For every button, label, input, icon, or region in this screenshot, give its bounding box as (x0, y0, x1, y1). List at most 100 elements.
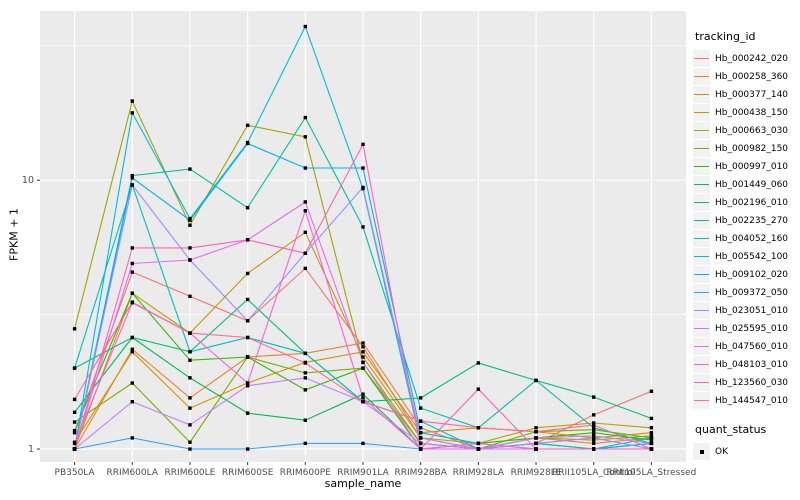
legend-item-Hb_047560_010: Hb_047560_010 (693, 338, 799, 355)
legend-item-Hb_001449_060: Hb_001449_060 (693, 176, 799, 193)
legend-line-swatch (693, 212, 710, 229)
data-point (72, 429, 77, 433)
data-point (361, 350, 365, 354)
data-point (476, 447, 481, 451)
x-tick-label: RRIM600SE (222, 468, 274, 478)
legend-item-label: Hb_023051_010 (715, 305, 789, 316)
data-point (72, 366, 77, 370)
x-tick-label: RRIM928LA (453, 468, 505, 478)
data-point (188, 246, 192, 250)
data-point (130, 183, 134, 187)
legend-line-swatch (693, 302, 710, 319)
data-point (72, 431, 77, 435)
data-point (130, 350, 134, 354)
data-point (303, 166, 308, 170)
data-point (303, 135, 308, 139)
data-point (188, 396, 192, 400)
legend-item-Hb_000377_140: Hb_000377_140 (693, 86, 799, 103)
data-point (476, 387, 481, 391)
x-axis-title: sample_name (324, 477, 402, 490)
x-tick-label: RRIM928BA (394, 468, 447, 478)
legend-item-Hb_025595_010: Hb_025595_010 (693, 320, 799, 337)
legend-item-Hb_005542_100: Hb_005542_100 (693, 248, 799, 265)
legend-item-Hb_123560_030: Hb_123560_030 (693, 374, 799, 391)
legend-item-Hb_009372_050: Hb_009372_050 (693, 284, 799, 301)
legend-items: Hb_000242_020 Hb_000258_360 Hb_000377_140 H… (693, 50, 799, 409)
data-point (592, 395, 596, 399)
data-point (188, 294, 192, 298)
data-point (418, 436, 423, 440)
legend-line-swatch (693, 374, 710, 391)
data-point (649, 426, 654, 430)
data-point (592, 438, 596, 442)
legend-item-Hb_002235_270: Hb_002235_270 (693, 212, 799, 229)
data-point (130, 111, 134, 115)
legend-item-label: Hb_000997_010 (715, 161, 789, 172)
legend-item-label: Hb_000377_140 (715, 89, 789, 100)
legend-item-label: Hb_005542_100 (715, 251, 789, 262)
data-point (361, 355, 365, 359)
data-point (72, 397, 77, 402)
data-point (303, 200, 308, 204)
data-point (188, 376, 192, 380)
legend-item-label: Hb_000258_360 (715, 71, 789, 82)
legend-title-quant-status: quant_status (695, 423, 767, 436)
legend-item-label: Hb_001449_060 (715, 179, 789, 190)
data-point (418, 441, 423, 446)
data-point (130, 291, 134, 295)
data-point (245, 319, 250, 323)
data-point (245, 297, 250, 302)
data-point (649, 436, 654, 440)
y-tick-label: 10 (22, 175, 34, 186)
data-point (130, 261, 134, 266)
data-point (534, 436, 538, 440)
data-point (649, 441, 654, 446)
data-point (130, 381, 134, 385)
data-point (72, 420, 77, 424)
data-point (245, 335, 250, 340)
legend-item-Hb_000663_030: Hb_000663_030 (693, 122, 799, 139)
legend-item-Hb_004052_160: Hb_004052_160 (693, 230, 799, 247)
data-point (361, 441, 365, 446)
legend-item-label: Hb_000663_030 (715, 125, 789, 136)
data-point (592, 426, 596, 430)
data-point (72, 410, 77, 414)
data-point (361, 396, 365, 400)
legend-line-swatch (693, 158, 710, 175)
legend-item-Hb_048103_010: Hb_048103_010 (693, 356, 799, 373)
legend-item-Hb_000438_150: Hb_000438_150 (693, 104, 799, 121)
data-point (418, 426, 423, 430)
data-point (361, 341, 365, 345)
data-point (188, 331, 192, 335)
y-tick-label: 1 (28, 444, 34, 455)
legend-item-label: Hb_123560_030 (715, 377, 789, 388)
legend-line-swatch (693, 140, 710, 157)
legend-line-swatch (693, 86, 710, 103)
legend-item-label: Hb_000438_150 (715, 107, 789, 118)
data-point (476, 426, 481, 430)
data-point (303, 418, 308, 422)
data-point (245, 206, 250, 210)
legend-line-swatch (693, 122, 710, 139)
legend-line-swatch (693, 68, 710, 85)
data-point (534, 378, 538, 383)
data-point (130, 176, 134, 180)
data-point (303, 361, 308, 365)
data-point (245, 271, 250, 276)
data-point (245, 355, 250, 359)
legend-title-tracking-id: tracking_id (695, 30, 756, 43)
legend-item-Hb_000982_150: Hb_000982_150 (693, 140, 799, 157)
data-point (188, 350, 192, 354)
x-tick-label: PB350LA (55, 468, 96, 478)
data-point (130, 300, 134, 304)
legend: tracking_id Hb_000242_020 Hb_000258_360 Hb… (693, 30, 799, 461)
data-point (361, 400, 365, 404)
data-point (303, 376, 308, 380)
x-tick-label: RRIM600LA (107, 468, 159, 478)
data-point (534, 426, 538, 430)
data-point (245, 447, 250, 451)
data-point (476, 361, 481, 365)
data-point (72, 447, 77, 451)
x-tick-label: RRIM901LA (337, 468, 389, 478)
